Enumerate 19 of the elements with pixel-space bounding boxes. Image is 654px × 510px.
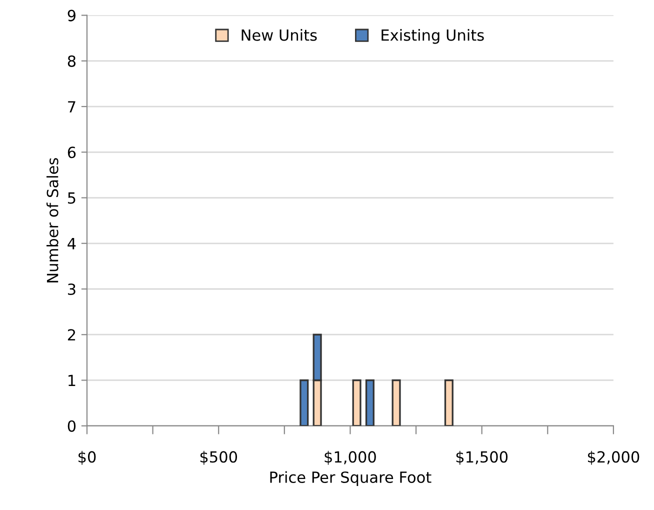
x-tick-label: $0 [78,450,96,465]
y-axis-title: Number of Sales [46,158,58,282]
y-tick-label: 3 [68,283,76,296]
x-tick-label: $1,500 [456,450,508,465]
y-tick-label: 4 [68,238,76,250]
y-tick-label: 5 [68,192,76,204]
x-tick-label: $2,000 [588,450,640,465]
legend-label: New Units [242,29,317,41]
x-axis-title: Price Per Square Foot [270,471,432,486]
x-tick-label: $1,000 [324,450,376,465]
y-tick-label: 9 [68,10,76,22]
y-tick-label: 6 [68,146,76,158]
x-tick-label: $500 [200,450,238,465]
y-tick-label: 7 [68,101,76,112]
legend-label: Existing Units [382,29,484,44]
y-tick-label: 2 [68,329,76,340]
y-tick-label: 1 [68,374,76,386]
y-tick-label: 0 [68,420,76,432]
y-tick-label: 8 [68,55,76,67]
